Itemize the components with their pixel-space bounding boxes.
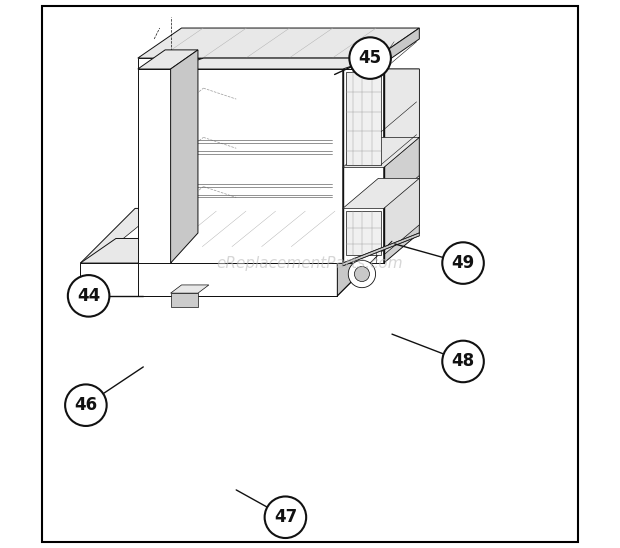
Polygon shape — [81, 208, 392, 263]
Text: eReplacementParts.com: eReplacementParts.com — [216, 255, 404, 271]
Polygon shape — [343, 233, 419, 266]
Polygon shape — [170, 293, 198, 307]
Polygon shape — [384, 69, 419, 263]
Polygon shape — [343, 69, 376, 263]
Polygon shape — [81, 238, 170, 263]
Text: 46: 46 — [74, 396, 97, 414]
Polygon shape — [376, 28, 419, 69]
Polygon shape — [384, 69, 419, 167]
Circle shape — [348, 260, 376, 288]
Polygon shape — [384, 175, 419, 255]
Circle shape — [355, 266, 370, 282]
Text: 48: 48 — [451, 352, 475, 370]
Polygon shape — [138, 69, 171, 263]
Polygon shape — [138, 50, 198, 69]
Polygon shape — [170, 285, 209, 293]
Circle shape — [442, 242, 484, 284]
Polygon shape — [170, 69, 343, 263]
Polygon shape — [345, 72, 381, 165]
Polygon shape — [343, 69, 384, 263]
Polygon shape — [170, 50, 198, 263]
Circle shape — [65, 384, 107, 426]
Polygon shape — [345, 211, 381, 255]
Polygon shape — [138, 58, 376, 69]
Polygon shape — [138, 28, 419, 58]
Polygon shape — [113, 211, 365, 247]
Text: 44: 44 — [77, 287, 100, 305]
Text: 45: 45 — [358, 49, 382, 67]
Polygon shape — [81, 263, 138, 296]
Circle shape — [442, 341, 484, 382]
Text: 47: 47 — [274, 508, 297, 526]
Polygon shape — [343, 178, 419, 208]
Polygon shape — [343, 138, 419, 167]
Polygon shape — [81, 263, 337, 296]
Circle shape — [68, 275, 109, 317]
Polygon shape — [170, 58, 376, 69]
Circle shape — [349, 37, 391, 79]
Circle shape — [265, 496, 306, 538]
Text: 49: 49 — [451, 254, 475, 272]
Polygon shape — [337, 208, 392, 296]
